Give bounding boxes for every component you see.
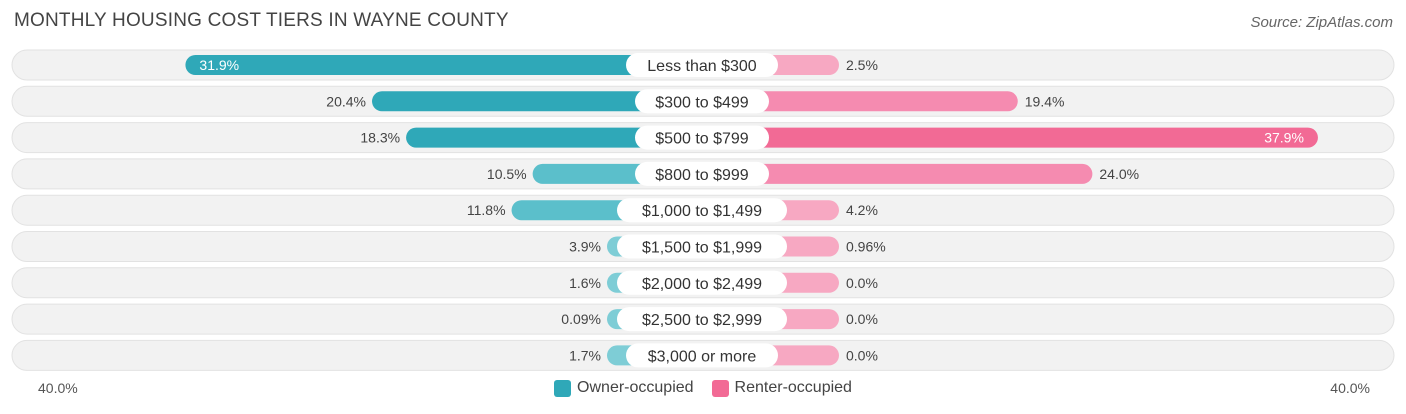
legend-label-owner: Owner-occupied xyxy=(577,379,694,396)
chart-title: MONTHLY HOUSING COST TIERS IN WAYNE COUN… xyxy=(14,10,509,31)
category-pill xyxy=(626,343,778,368)
category-label: Less than $300 xyxy=(647,58,757,75)
renter-value-label: 0.96% xyxy=(846,239,886,255)
axis-label-right: 40.0% xyxy=(1330,380,1370,396)
owner-value-label: 1.7% xyxy=(569,347,601,363)
axis-label-left: 40.0% xyxy=(38,380,78,396)
renter-bar xyxy=(703,91,1018,112)
legend-swatch-owner xyxy=(554,379,572,397)
category-pill xyxy=(617,270,787,295)
legend-item-owner: Owner-occupied xyxy=(554,379,694,397)
category-pill xyxy=(626,53,778,77)
renter-value-label: 37.9% xyxy=(1264,130,1304,146)
category-label: $500 to $799 xyxy=(655,131,749,148)
legend: Owner-occupied Renter-occupied xyxy=(0,379,1406,397)
category-pill xyxy=(617,234,787,259)
category-label: $3,000 or more xyxy=(648,348,757,365)
legend-item-renter: Renter-occupied xyxy=(711,379,852,397)
owner-value-label: 31.9% xyxy=(199,57,239,73)
renter-value-label: 24.0% xyxy=(1099,166,1139,182)
owner-bar xyxy=(185,55,704,75)
renter-value-label: 0.0% xyxy=(846,275,878,291)
owner-bar xyxy=(372,91,703,112)
owner-bar xyxy=(406,127,703,148)
owner-value-label: 10.5% xyxy=(487,166,527,182)
renter-value-label: 19.4% xyxy=(1025,93,1065,109)
source-label: Source: ZipAtlas.com xyxy=(1250,14,1393,31)
category-label: $2,500 to $2,999 xyxy=(642,312,762,329)
legend-label-renter: Renter-occupied xyxy=(734,379,852,396)
owner-value-label: 11.8% xyxy=(467,202,506,218)
owner-value-label: 18.3% xyxy=(360,130,400,146)
category-label: $300 to $499 xyxy=(655,94,749,111)
category-pill xyxy=(635,161,769,186)
owner-value-label: 20.4% xyxy=(326,93,366,109)
renter-bar xyxy=(703,127,1318,148)
category-label: $1,000 to $1,499 xyxy=(642,203,762,220)
renter-value-label: 2.5% xyxy=(846,57,878,73)
renter-value-label: 0.0% xyxy=(846,311,878,327)
category-pill xyxy=(617,307,787,332)
category-label: $2,000 to $2,499 xyxy=(642,276,762,293)
owner-value-label: 1.6% xyxy=(569,275,601,291)
renter-value-label: 4.2% xyxy=(846,202,878,218)
legend-swatch-renter xyxy=(711,379,729,397)
renter-bar xyxy=(703,163,1093,184)
renter-value-label: 0.0% xyxy=(846,347,878,363)
owner-value-label: 3.9% xyxy=(569,239,601,255)
category-label: $800 to $999 xyxy=(655,167,749,184)
category-pill xyxy=(617,198,787,223)
category-label: $1,500 to $1,999 xyxy=(642,240,762,257)
category-pill xyxy=(635,125,769,150)
owner-value-label: 0.09% xyxy=(561,311,601,327)
category-pill xyxy=(635,89,769,114)
